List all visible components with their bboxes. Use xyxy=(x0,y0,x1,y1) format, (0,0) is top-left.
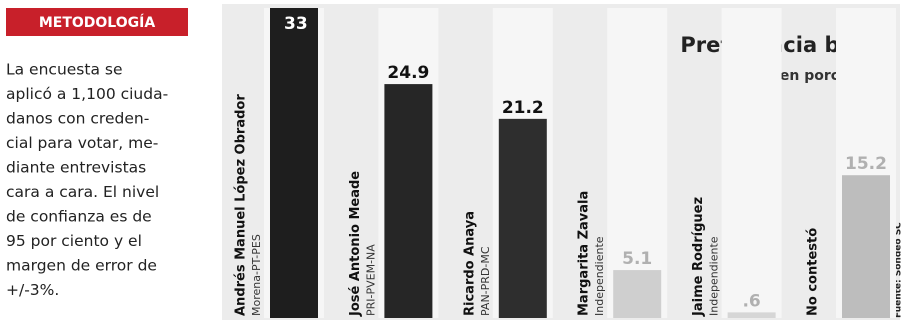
value-label: 24.9 xyxy=(387,63,429,83)
column-bg xyxy=(721,8,782,318)
sidebar-heading: METODOLOGÍA xyxy=(39,14,155,31)
candidate-name: Andrés Manuel López Obrador xyxy=(234,94,249,316)
sidebar-line: cara a cara. El nivel xyxy=(6,183,159,201)
sidebar-line: danos con creden- xyxy=(6,110,149,128)
column-bg xyxy=(607,8,668,318)
bar xyxy=(842,175,890,318)
sidebar-line: La encuesta se xyxy=(6,61,123,79)
value-label: 33 xyxy=(284,14,308,34)
sidebar-line: diante entrevistas xyxy=(6,159,146,177)
heading-box xyxy=(6,8,188,36)
value-label: 21.2 xyxy=(502,98,544,118)
bar xyxy=(270,8,318,318)
candidate-name: No contestó xyxy=(806,228,821,316)
party: PRI-PVEM-NA xyxy=(364,244,377,316)
sidebar-line: +/-3%. xyxy=(6,281,59,299)
party: Independiente xyxy=(708,236,721,316)
sidebar-line: cial para votar, me- xyxy=(6,134,158,152)
candidate-name: José Antonio Meade xyxy=(348,171,363,317)
candidate-name: Ricardo Anaya xyxy=(462,211,477,316)
party: Morena-PT-PES xyxy=(250,234,263,316)
value-label: 5.1 xyxy=(622,249,652,269)
value-label: 15.2 xyxy=(845,154,887,174)
sidebar-line: aplicó a 1,100 ciuda- xyxy=(6,85,168,103)
sidebar-line: margen de error de xyxy=(6,257,157,275)
sidebar-line: 95 por ciento y el xyxy=(6,232,142,250)
party: Independiente xyxy=(593,236,606,316)
candidate-name: Jaime Rodríguez xyxy=(691,197,706,317)
bar xyxy=(613,270,662,318)
bar xyxy=(384,84,433,318)
chart-bg xyxy=(222,4,900,320)
party: PAN-PRD-MC xyxy=(479,246,492,316)
candidate-name: Margarita Zavala xyxy=(577,191,592,316)
bar xyxy=(727,312,776,318)
value-label: .6 xyxy=(742,291,760,311)
source: Fuente: Sondeo SC xyxy=(894,222,903,318)
bar xyxy=(498,118,547,319)
sidebar-line: de confianza es de xyxy=(6,208,152,226)
